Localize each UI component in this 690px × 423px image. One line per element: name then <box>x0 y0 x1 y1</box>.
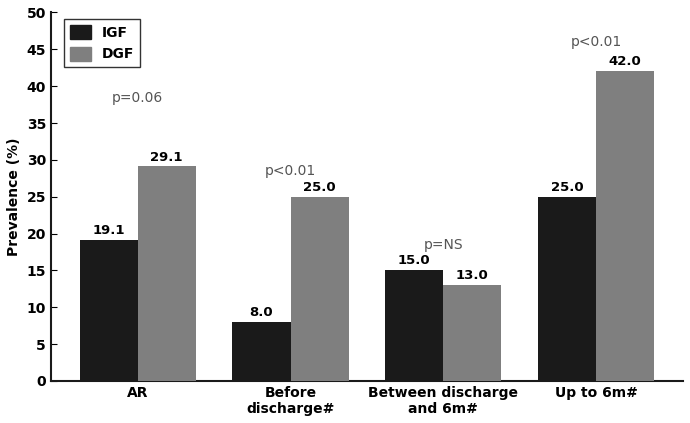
Bar <box>79 240 138 381</box>
Bar <box>385 270 444 381</box>
Text: 29.1: 29.1 <box>150 151 183 164</box>
Text: 42.0: 42.0 <box>609 55 642 69</box>
Bar <box>233 322 290 381</box>
Text: p=0.06: p=0.06 <box>112 91 164 104</box>
Text: 25.0: 25.0 <box>304 181 336 194</box>
Text: p=NS: p=NS <box>424 238 463 252</box>
Bar <box>444 285 502 381</box>
Text: 8.0: 8.0 <box>250 306 273 319</box>
Text: p<0.01: p<0.01 <box>571 35 622 49</box>
Bar <box>138 167 196 381</box>
Bar <box>290 197 348 381</box>
Text: 19.1: 19.1 <box>92 224 125 237</box>
Text: 25.0: 25.0 <box>551 181 584 194</box>
Bar <box>538 197 596 381</box>
Text: 13.0: 13.0 <box>456 269 489 282</box>
Y-axis label: Prevalence (%): Prevalence (%) <box>7 137 21 256</box>
Text: p<0.01: p<0.01 <box>265 164 316 178</box>
Text: 15.0: 15.0 <box>398 255 431 267</box>
Legend: IGF, DGF: IGF, DGF <box>64 19 139 67</box>
Bar <box>596 71 654 381</box>
